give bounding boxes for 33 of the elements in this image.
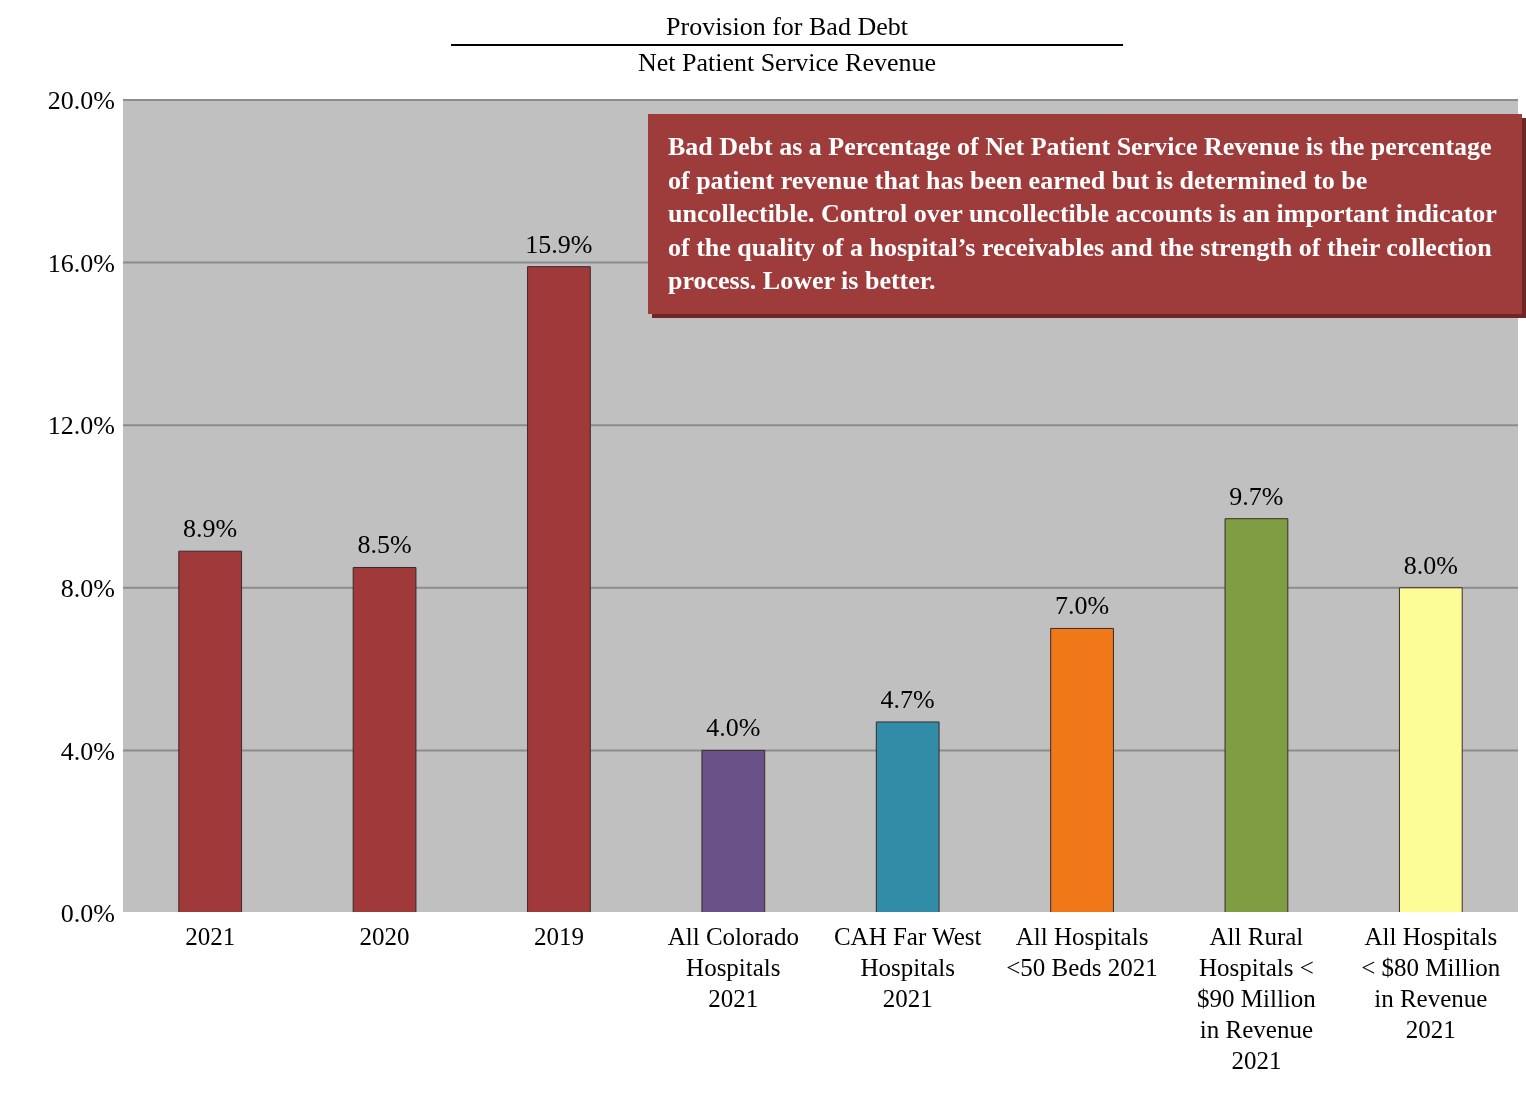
x-tick-label: CAH Far West Hospitals 2021: [833, 923, 982, 1012]
data-label: 8.5%: [357, 530, 412, 560]
bar: [1050, 627, 1114, 913]
x-tick-label: All Colorado Hospitals 2021: [667, 923, 799, 1012]
chart-subtitle: Net Patient Service Revenue: [636, 48, 938, 78]
bar: [1224, 518, 1289, 913]
data-label: 8.0%: [1403, 550, 1458, 580]
chart-title: Provision for Bad Debt: [665, 12, 909, 42]
bar: [701, 749, 766, 913]
annotation: Bad Debt as a Percentage of Net Patient Service Revenue is the percentage of patient revenue that has been earned but is determined to be uncollectible. Control over uncollectible accounts is an important indicator of the quality of a hospital’s receivables and the strength of their collection process. Lower is better.: [648, 114, 1522, 314]
x-tick-label: 2020: [359, 923, 410, 950]
x-tick-label: 2021: [185, 923, 236, 950]
x-tick-label: All Hospitals <50 Beds 2021: [1006, 923, 1158, 981]
x-tick-label: All Rural Hospitals < $90 Million in Revenue 2021: [1197, 923, 1317, 1074]
x-tick-label: All Hospitals < $80 Million in Revenue 2021: [1361, 923, 1501, 1043]
bar: [1398, 587, 1463, 913]
data-label: 15.9%: [525, 229, 593, 259]
bar: [527, 266, 591, 913]
y-tick-label: 8.0%: [60, 574, 115, 604]
x-tick-label: 2019: [533, 923, 584, 950]
data-label: 8.9%: [183, 514, 238, 544]
y-tick-label: 0.0%: [60, 899, 115, 929]
y-tick-label: 20.0%: [47, 86, 115, 116]
bar: [178, 550, 243, 913]
data-label: 4.7%: [880, 684, 935, 714]
y-tick-label: 4.0%: [60, 736, 115, 766]
data-label: 4.0%: [706, 713, 761, 743]
y-tick-label: 12.0%: [47, 411, 115, 441]
bar: [352, 566, 417, 913]
bar: [875, 721, 940, 913]
data-label: 7.0%: [1054, 591, 1110, 621]
data-label: 9.7%: [1229, 481, 1284, 511]
y-tick-label: 16.0%: [47, 248, 115, 278]
